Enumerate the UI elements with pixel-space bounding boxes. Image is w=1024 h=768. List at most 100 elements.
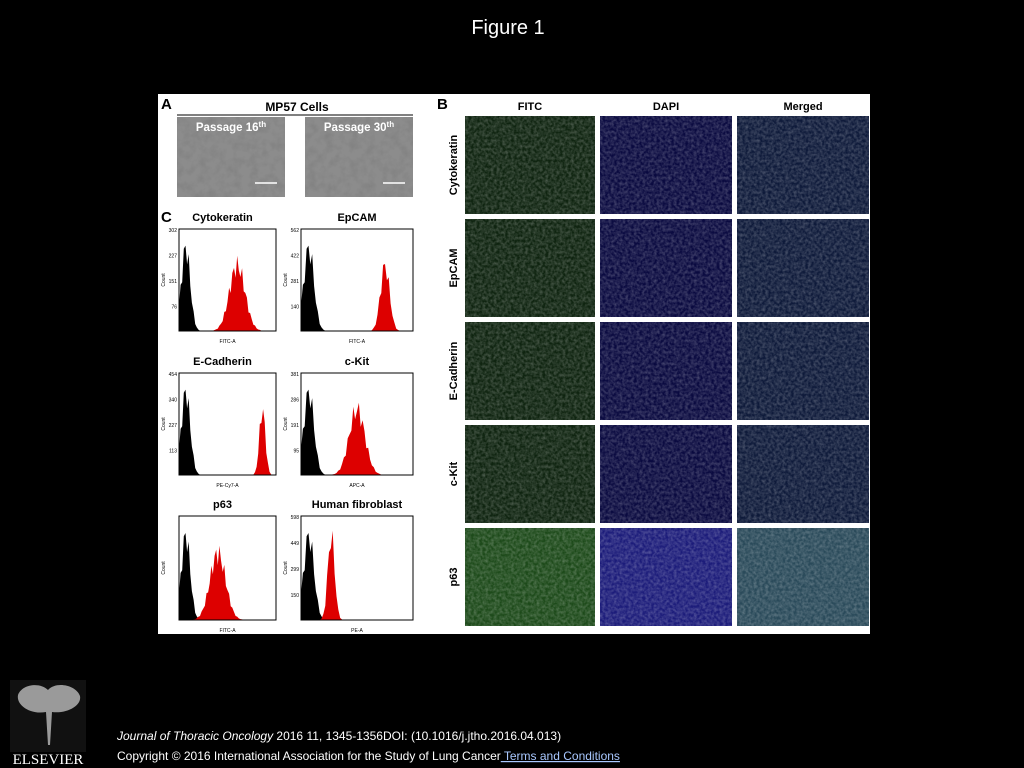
micrograph-texture (600, 528, 732, 626)
y-tick-label: 140 (291, 305, 300, 311)
logo-text: ELSEVIER (13, 752, 84, 768)
y-axis-label: Count (161, 561, 167, 575)
micrograph-texture (465, 425, 595, 523)
micrograph-texture (465, 322, 595, 420)
citation-detail: 2016 11, 1345-1356DOI: (10.1016/j.jtho.2… (273, 729, 561, 743)
red-peak (179, 545, 276, 620)
micrograph-texture (737, 425, 869, 523)
black-peak (179, 245, 276, 331)
histogram-title: Cytokeratin (192, 212, 253, 224)
micrograph-texture (465, 116, 595, 214)
y-tick-label: 281 (291, 279, 300, 285)
red-peak (301, 264, 413, 331)
column-header: Merged (783, 101, 822, 113)
y-axis-label: Count (161, 417, 167, 431)
row-label: Cytokeratin (448, 134, 460, 195)
x-axis-label: FITC-A (219, 339, 236, 345)
copyright-text: Copyright © 2016 International Associati… (117, 749, 501, 763)
red-peak (179, 255, 276, 331)
y-tick-label: 598 (291, 515, 300, 521)
micrograph-texture (600, 219, 732, 317)
y-tick-label: 422 (291, 254, 300, 260)
x-axis-label: APC-A (349, 483, 365, 489)
citation: Journal of Thoracic Oncology 2016 11, 13… (116, 729, 561, 743)
panel-label: C (161, 209, 172, 226)
y-tick-label: 227 (169, 423, 178, 429)
row-label: p63 (448, 568, 460, 587)
black-peak (179, 389, 276, 475)
micrograph-texture (737, 219, 869, 317)
y-tick-label: 227 (169, 254, 178, 260)
image-label-sup: th (259, 120, 267, 129)
y-tick-label: 113 (169, 449, 177, 455)
x-axis-label: PE-A (351, 628, 363, 634)
micrograph-texture (600, 425, 732, 523)
y-tick-label: 449 (291, 541, 300, 547)
panel-label: A (161, 96, 172, 113)
black-peak (301, 245, 413, 331)
image-label-text: Passage 16 (196, 122, 259, 134)
histogram-title: c-Kit (345, 356, 370, 368)
histogram-frame (300, 515, 414, 621)
micrograph-texture (600, 322, 732, 420)
histogram-frame (178, 372, 277, 476)
micrograph-texture (737, 528, 869, 626)
column-header: FITC (518, 101, 542, 113)
y-tick-label: 286 (291, 398, 300, 404)
image-label-sup: th (387, 120, 395, 129)
y-tick-label: 191 (291, 423, 300, 429)
histogram-title: p63 (213, 499, 232, 511)
y-axis-label: Count (283, 273, 289, 287)
histogram-title: Human fibroblast (312, 499, 403, 511)
image-label: Passage 30th (324, 120, 394, 134)
red-peak (301, 402, 413, 475)
black-peak (179, 533, 276, 620)
y-tick-label: 454 (169, 372, 178, 378)
panel-label: B (437, 96, 448, 113)
y-tick-label: 95 (293, 449, 299, 455)
y-axis-label: Count (161, 273, 167, 287)
y-tick-label: 562 (291, 228, 300, 234)
elsevier-logo: ELSEVIER (10, 680, 86, 768)
column-header: DAPI (653, 101, 679, 113)
x-axis-label: FITC-A (219, 628, 236, 634)
histogram-title: E-Cadherin (193, 356, 252, 368)
slide-title: Figure 1 (471, 17, 544, 39)
micrograph-texture (737, 116, 869, 214)
histogram-frame (300, 372, 414, 476)
micrograph-texture (465, 528, 595, 626)
journal: Journal of Thoracic Oncology (116, 729, 274, 743)
panel-a-title: MP57 Cells (265, 100, 329, 114)
y-tick-label: 381 (291, 372, 300, 378)
copyright: Copyright © 2016 International Associati… (117, 749, 620, 763)
y-tick-label: 302 (169, 228, 178, 234)
histogram-frame (300, 228, 414, 332)
y-tick-label: 299 (291, 567, 300, 573)
x-axis-label: FITC-A (349, 339, 366, 345)
histogram-frame (178, 515, 277, 621)
y-tick-label: 340 (169, 398, 178, 404)
y-tick-label: 151 (169, 279, 178, 285)
black-peak (301, 389, 413, 475)
histogram-title: EpCAM (337, 212, 376, 224)
micrograph-texture (600, 116, 732, 214)
red-peak (301, 530, 413, 620)
red-peak (179, 409, 276, 475)
row-label: EpCAM (448, 248, 460, 287)
micrograph-texture (465, 219, 595, 317)
image-label-text: Passage 30 (324, 122, 387, 134)
y-tick-label: 76 (171, 305, 177, 311)
row-label: E-Cadherin (448, 341, 460, 400)
terms-link[interactable]: Terms and Conditions (501, 749, 620, 763)
y-tick-label: 150 (291, 593, 300, 599)
y-axis-label: Count (283, 561, 289, 575)
histogram-frame (178, 228, 277, 332)
x-axis-label: PE-Cy7-A (216, 483, 239, 489)
micrograph-texture (737, 322, 869, 420)
black-peak (301, 533, 413, 620)
row-label: c-Kit (448, 461, 460, 486)
image-label: Passage 16th (196, 120, 266, 134)
logo-tree (17, 685, 81, 745)
